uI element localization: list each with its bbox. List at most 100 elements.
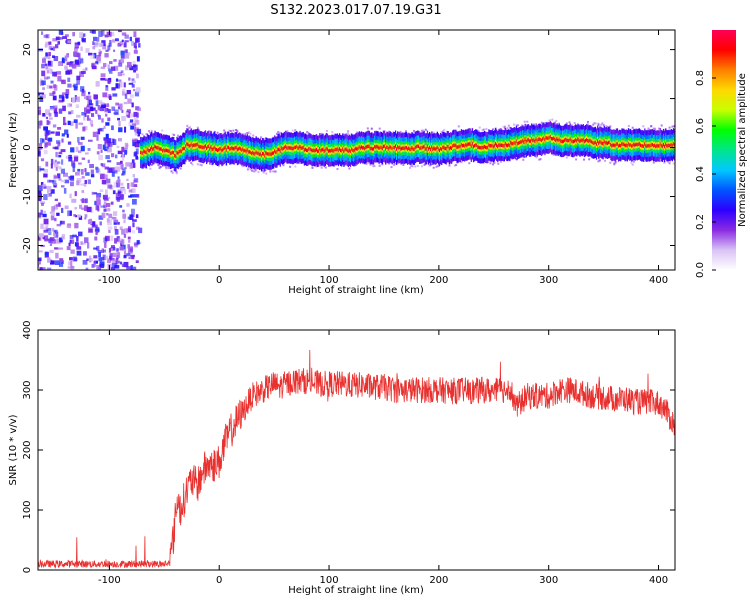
ridge-cell — [210, 145, 212, 149]
ridge-cell — [235, 145, 237, 150]
noise-cell — [129, 36, 132, 42]
noise-cell — [111, 87, 116, 91]
ridge-cell — [653, 144, 655, 148]
ridge-cell — [392, 145, 394, 149]
ridge-cell — [661, 144, 664, 148]
ridge-cell — [634, 143, 636, 147]
noise-cell — [128, 189, 133, 193]
halo-cell — [602, 124, 605, 126]
ridge-cell — [333, 149, 335, 153]
ridge-cell — [498, 143, 500, 147]
noise-cell — [131, 80, 136, 84]
ridge-cell — [431, 145, 433, 149]
noise-cell — [112, 190, 116, 195]
noise-cell — [67, 77, 71, 82]
noise-cell — [122, 90, 125, 96]
halo-cell — [148, 130, 150, 133]
noise-cell — [122, 209, 125, 213]
halo-cell — [273, 170, 276, 173]
ridge-cell — [194, 143, 196, 147]
ridge-cell — [158, 147, 161, 151]
noise-cell — [61, 79, 66, 85]
noise-cell — [89, 106, 94, 111]
noise-cell — [118, 127, 123, 133]
noise-cell — [60, 37, 63, 40]
noise-cell — [54, 198, 58, 201]
halo-cell — [481, 129, 484, 132]
noise-cell — [63, 122, 67, 126]
ridge-cell — [161, 147, 163, 151]
noise-cell — [90, 54, 95, 59]
ridge-cell — [329, 149, 331, 153]
spectrogram-plot-area — [38, 30, 675, 270]
noise-cell — [127, 244, 130, 249]
noise-cell — [126, 90, 131, 95]
ridge-cell — [140, 150, 142, 155]
noise-cell — [56, 238, 62, 244]
ridge-cell — [331, 148, 333, 152]
noise-cell — [128, 121, 133, 127]
ridge-cell — [485, 145, 487, 149]
halo-cell — [423, 163, 426, 166]
ridge-cell — [223, 146, 225, 150]
noise-cell — [59, 237, 63, 243]
halo-cell — [249, 132, 252, 135]
ridge-cell — [250, 150, 252, 155]
ridge-cell — [608, 140, 610, 145]
noise-cell — [55, 252, 59, 259]
ridge-cell — [603, 139, 605, 144]
ridge-cell — [247, 150, 250, 154]
noise-cell — [56, 212, 60, 216]
halo-cell — [647, 127, 650, 130]
ridge-cell — [141, 151, 143, 155]
noise-cell — [99, 106, 105, 112]
noise-cell — [41, 138, 45, 143]
halo-cell — [246, 168, 249, 171]
noise-cell — [54, 247, 58, 250]
noise-cell — [126, 109, 131, 114]
noise-cell — [69, 210, 72, 216]
noise-cell — [101, 104, 107, 108]
noise-cell — [38, 193, 42, 198]
halo-cell — [161, 129, 164, 132]
noise-cell — [116, 145, 120, 149]
noise-cell — [90, 169, 94, 174]
noise-cell — [111, 216, 117, 220]
ridge-cell — [520, 140, 522, 144]
ridge-cell — [389, 145, 391, 149]
noise-cell — [104, 53, 109, 58]
noise-cell — [114, 226, 117, 231]
snr-x-tick-label: 200 — [429, 575, 448, 586]
noise-cell — [38, 216, 42, 219]
ridge-cell — [482, 145, 485, 150]
ridge-cell — [162, 149, 164, 153]
noise-cell — [132, 222, 135, 228]
noise-cell — [133, 88, 136, 92]
noise-cell — [132, 230, 136, 234]
noise-cell — [135, 214, 139, 219]
ridge-cell — [276, 150, 278, 154]
halo-cell — [658, 127, 661, 130]
noise-cell — [62, 36, 68, 39]
noise-cell — [105, 49, 109, 52]
noise-cell — [45, 41, 50, 46]
halo-cell — [241, 165, 244, 168]
noise-cell — [104, 149, 108, 152]
noise-cell — [92, 107, 96, 111]
ridge-cell — [436, 145, 438, 149]
noise-cell — [123, 82, 126, 88]
noise-cell — [78, 231, 83, 237]
halo-cell — [540, 121, 543, 124]
noise-cell — [124, 167, 127, 170]
ridge-cell — [613, 143, 615, 147]
snr-series-line — [38, 349, 675, 569]
ridge-cell — [448, 147, 451, 151]
ridge-cell — [467, 142, 469, 147]
ridge-cell — [142, 151, 144, 155]
noise-cell — [39, 96, 44, 102]
halo-cell — [426, 162, 429, 165]
ridge-cell — [167, 149, 169, 153]
noise-cell — [38, 125, 41, 129]
halo-cell — [365, 162, 368, 165]
ridge-cell — [602, 142, 604, 146]
